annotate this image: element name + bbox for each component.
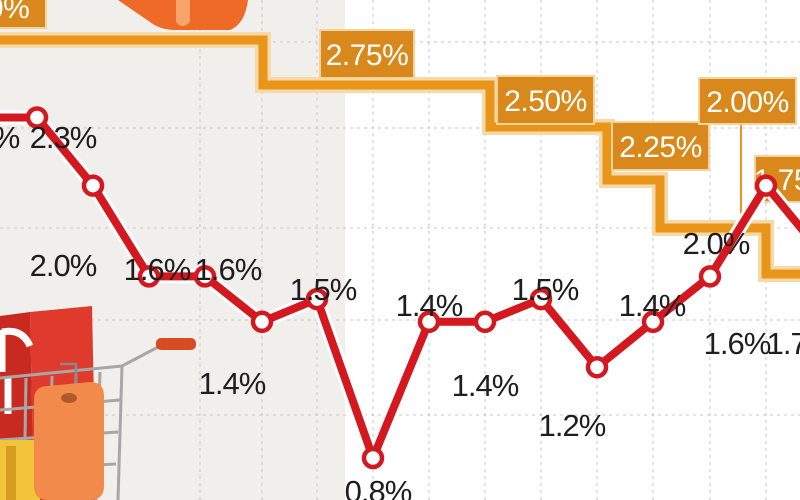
data-point (81, 174, 105, 197)
policy-rate-step-line (0, 32, 800, 282)
rate-tag: 2.50% (496, 75, 595, 125)
price-tag-icon (34, 362, 104, 500)
data-label: 1.4% (396, 288, 463, 323)
data-label: 1.4% (619, 288, 686, 323)
data-point (698, 265, 722, 288)
data-labels: 2.3%2.3%2.0%1.6%1.6%1.4%1.5%0.8%1.4%1.4%… (0, 120, 800, 500)
data-point (641, 310, 665, 334)
rate-tag-label: 2.00% (706, 86, 789, 119)
data-point (137, 265, 161, 288)
rate-tag-label: 2.25% (619, 131, 702, 164)
data-label: 1.5% (512, 272, 579, 307)
rate-tag: 2.00% (698, 77, 797, 125)
data-label: 1.4% (199, 366, 266, 401)
rate-tag: 3.00% (0, 0, 47, 29)
data-point (585, 355, 609, 379)
data-label: 0.8% (345, 474, 412, 500)
rate-tag: 2.25% (611, 121, 710, 171)
data-label: 2.0% (683, 226, 750, 261)
rate-tag-box (698, 77, 797, 125)
data-label: 2.0% (30, 248, 97, 283)
data-label: 1.4% (452, 368, 519, 403)
series-line (0, 113, 800, 462)
piggy-bank-icon (118, 0, 248, 30)
rate-tag-box (0, 0, 47, 29)
data-label: 2.3% (30, 120, 97, 155)
data-point (250, 310, 274, 334)
data-label: 1.6% (704, 326, 771, 361)
rate-step-line (0, 35, 800, 279)
data-point (25, 106, 49, 129)
data-point (361, 446, 385, 470)
data-point (529, 287, 553, 311)
rate-tag-box (496, 75, 595, 125)
rate-tag-box (319, 29, 415, 79)
data-point (754, 174, 778, 197)
data-label: 1.5% (290, 272, 357, 307)
inflation-series (0, 106, 800, 470)
data-point (193, 265, 217, 288)
rate-tag: 2.75% (319, 29, 415, 79)
data-label: 1.6% (124, 252, 191, 287)
rate-tag-box (611, 121, 710, 171)
data-label: 1.2% (539, 408, 606, 443)
data-label: 2.3% (0, 120, 20, 155)
rate-tag-label: 2.50% (504, 85, 587, 118)
data-point (417, 310, 441, 334)
rate-tag-label: 2.75% (326, 39, 409, 72)
data-label: 1.6% (195, 252, 262, 287)
data-point (473, 310, 497, 334)
data-label: 1.7% (767, 326, 800, 361)
data-point (305, 287, 329, 311)
rate-tag-label: 3.00% (0, 0, 29, 25)
